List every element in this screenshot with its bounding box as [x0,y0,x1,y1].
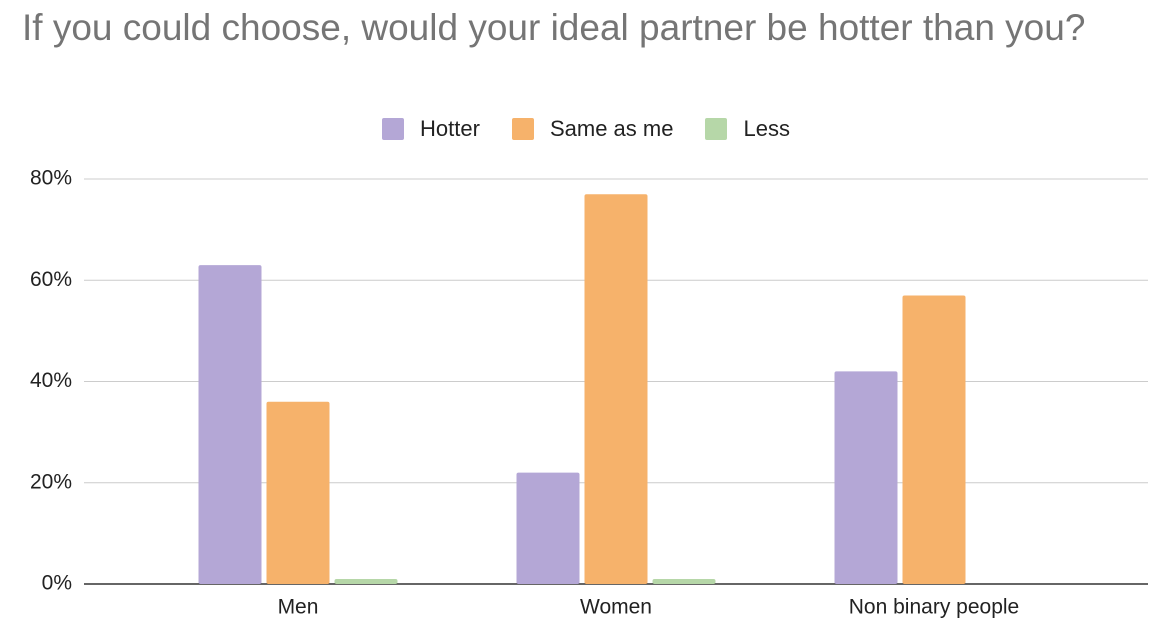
legend-item: Same as me [511,116,674,142]
y-tick-label: 0% [42,572,72,595]
legend-label: Hotter [420,116,480,141]
bar [834,371,898,584]
x-tick-label: Women [580,596,652,619]
chart-title: If you could choose, would your ideal pa… [22,7,1086,48]
bar [334,578,398,584]
legend-item: Hotter [382,116,480,142]
bar [516,472,580,584]
legend-swatch [511,118,534,140]
bar [584,194,648,584]
bar [902,295,966,584]
legend-swatch [382,118,405,140]
legend-label: Same as me [549,116,674,141]
bar [652,578,716,584]
y-tick-label: 20% [30,470,72,493]
y-tick-label: 60% [30,268,72,291]
legend: Hotter Same as me Less [0,116,1166,142]
legend-swatch [705,118,728,140]
y-tick-label: 40% [30,369,72,392]
x-tick-label: Men [278,596,319,619]
bar [198,265,262,584]
legend-item: Less [705,116,790,142]
legend-label: Less [743,116,790,141]
bar [266,401,330,584]
x-tick-label: Non binary people [849,596,1019,619]
y-tick-label: 80% [30,167,72,190]
